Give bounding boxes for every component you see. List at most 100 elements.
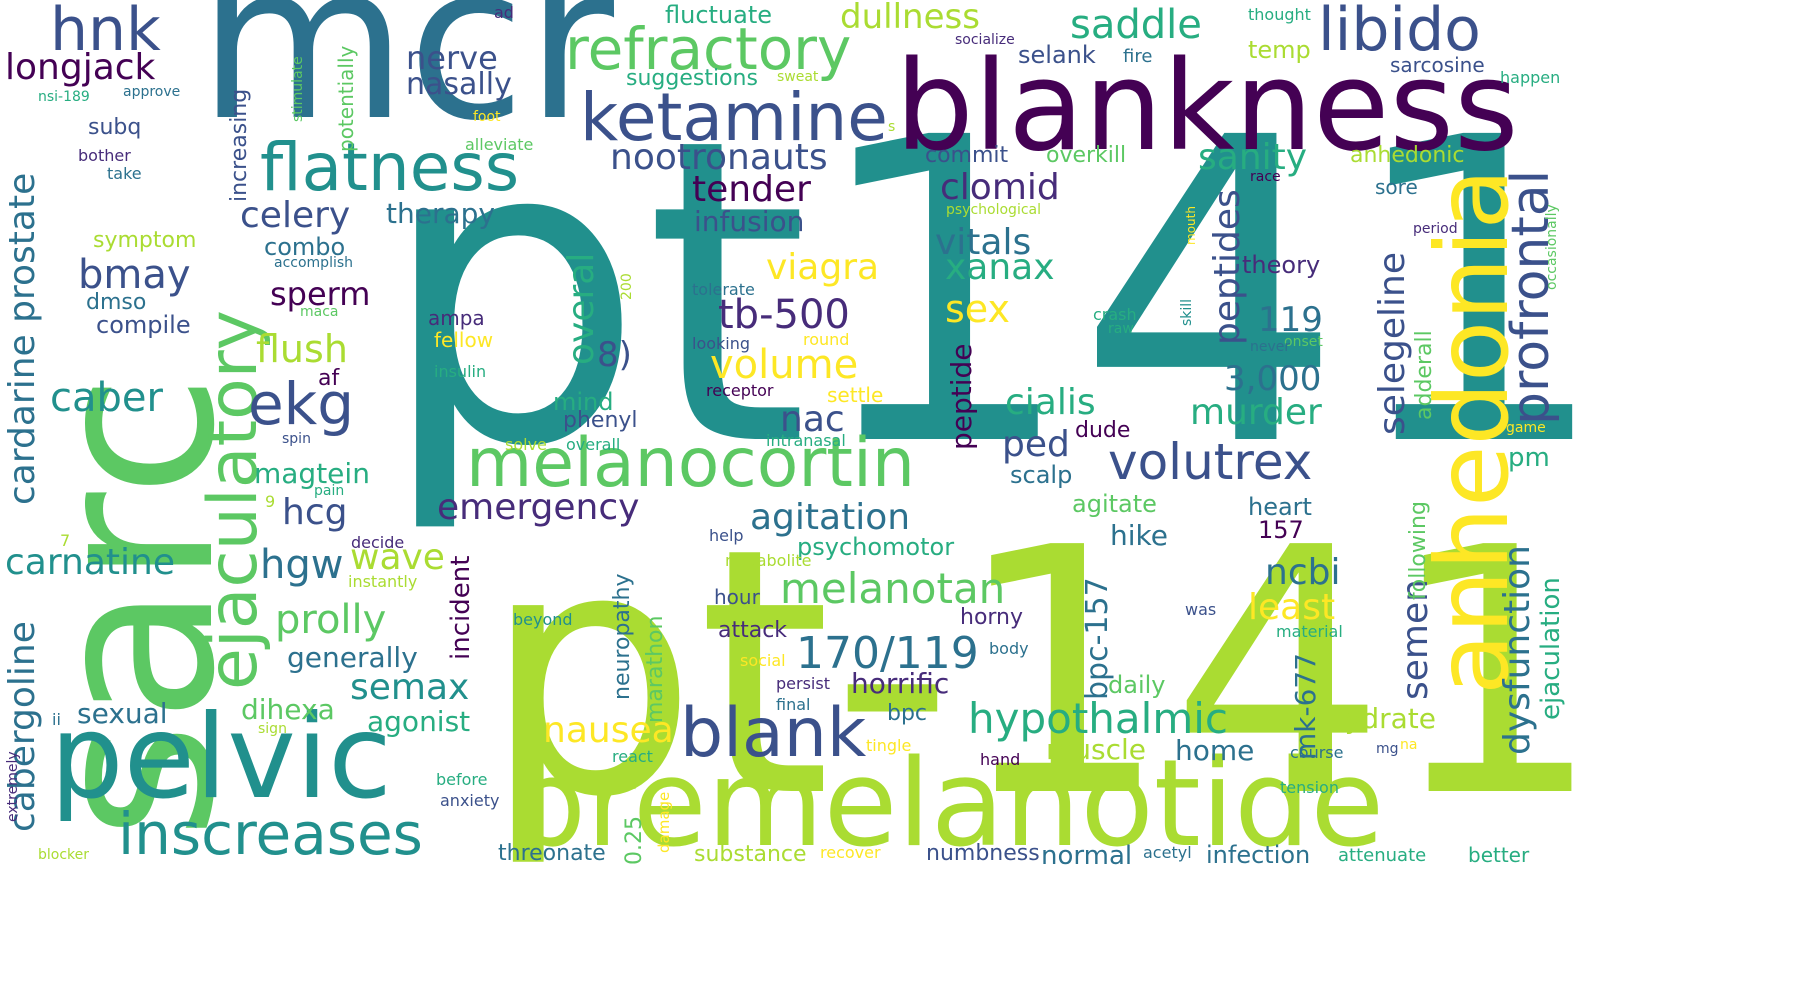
word-never: never <box>1250 339 1291 355</box>
word-approve: approve <box>123 84 181 100</box>
word-dullness: dullness <box>840 0 980 37</box>
word-s: s <box>888 119 896 135</box>
word-3000: 3,000 <box>1224 359 1322 399</box>
word-ejaculation: ejaculation <box>1536 577 1566 720</box>
word-incident: incident <box>446 555 476 660</box>
word-selank: selank <box>1018 41 1096 69</box>
word-sperm: sperm <box>270 275 371 313</box>
word-anhedonic: anhedonic <box>1350 143 1465 168</box>
word-na: na <box>1400 737 1418 753</box>
word-bother: bother <box>78 146 131 165</box>
word-react: react <box>612 747 653 766</box>
word-psychomotor: psychomotor <box>797 533 955 561</box>
word-raw: raw <box>1108 321 1134 337</box>
word-recover: recover <box>820 843 881 862</box>
word-decide: decide <box>351 533 405 552</box>
word-infusion: infusion <box>694 205 805 238</box>
word-insulin: insulin <box>434 362 487 381</box>
word-settle: settle <box>827 383 884 407</box>
word-persist: persist <box>776 674 830 693</box>
word-crash: crash <box>1093 305 1137 324</box>
word-following: following <box>1406 501 1431 600</box>
word-celery: celery <box>240 195 351 236</box>
word-symptom: symptom <box>93 228 197 253</box>
word-attenuate: attenuate <box>1338 845 1427 866</box>
word-mg: mg <box>1376 741 1399 757</box>
word-period: period <box>1413 221 1458 237</box>
word-blankness: blankness <box>895 35 1519 179</box>
word-murder: murder <box>1190 392 1322 433</box>
word-119: 119 <box>1258 300 1323 340</box>
word-race: race <box>1250 169 1281 185</box>
word-selegeline: selegeline <box>1372 251 1413 435</box>
word-inscreases: inscreases <box>118 800 423 868</box>
word-170-119: 170/119 <box>796 628 979 679</box>
word-peptide: peptide <box>945 343 978 450</box>
word-ii: ii <box>52 710 61 729</box>
word-bpc: bpc <box>887 701 928 726</box>
word-volutrex: volutrex <box>1108 433 1313 491</box>
word-melanocortin: melanocortin <box>466 424 915 503</box>
word-emergency: emergency <box>437 487 640 528</box>
word-neuropathy: neuropathy <box>610 573 635 700</box>
word-extremely: extremely <box>5 751 21 822</box>
word-ad: ad <box>494 3 514 22</box>
word-viagra: viagra <box>766 247 880 288</box>
word-sarcosine: sarcosine <box>1390 53 1485 77</box>
word-combo: combo <box>264 233 346 261</box>
word-material: material <box>1276 622 1343 641</box>
word-carnatine: carnatine <box>5 542 175 583</box>
word-bremelanotide: bremelanotide <box>510 735 1385 874</box>
word-body: body <box>989 639 1029 658</box>
word-substance: substance <box>694 842 807 867</box>
word-horrific: horrific <box>851 667 950 700</box>
word-refractory: refractory <box>565 15 852 83</box>
word-solve: solve <box>505 435 547 454</box>
word-take: take <box>107 164 142 183</box>
word-caber: caber <box>50 375 163 421</box>
word-nootronauts: nootronauts <box>610 137 828 178</box>
word-before: before <box>436 770 488 789</box>
word-ncbi: ncbi <box>1265 552 1341 593</box>
word-7: 7 <box>60 531 71 550</box>
word-mind: mind <box>553 388 614 416</box>
word-game: game <box>1506 420 1546 436</box>
word-damage: damage <box>655 791 673 853</box>
word-saddle: saddle <box>1070 2 1202 48</box>
word-onset: onset <box>1284 334 1323 350</box>
word-better: better <box>1468 843 1530 867</box>
word-clomid: clomid <box>940 167 1060 208</box>
word-least: least <box>1248 587 1336 628</box>
word-course: course <box>1290 743 1344 762</box>
word-horny: horny <box>960 605 1024 630</box>
word-prolly: prolly <box>275 597 387 643</box>
word-dude: dude <box>1075 418 1131 443</box>
word-adderall: adderall <box>1412 330 1437 420</box>
word-magtein: magtein <box>254 457 370 490</box>
word-sign: sign <box>258 721 287 737</box>
word-sex: sex <box>945 287 1010 331</box>
word-200: 200 <box>619 273 635 300</box>
word-af: af <box>318 366 340 391</box>
word-attack: attack <box>718 618 788 643</box>
word-happen: happen <box>1500 68 1561 87</box>
word-hike: hike <box>1110 519 1168 552</box>
word-final: final <box>776 695 811 714</box>
word-ekg: ekg <box>248 370 355 438</box>
word-muscle: muscle <box>1046 733 1147 766</box>
word-ped: ped <box>1002 424 1070 465</box>
word-blocker: blocker <box>38 847 90 863</box>
word-0-25: 0.25 <box>622 816 647 865</box>
word-normal: normal <box>1041 841 1133 871</box>
word-dmso: dmso <box>86 290 147 315</box>
word-help: help <box>709 526 744 545</box>
word-agitate: agitate <box>1072 490 1157 518</box>
word-round: round <box>803 330 850 349</box>
word-xanax: xanax <box>945 247 1055 288</box>
word-was: was <box>1185 600 1217 619</box>
word-flush: flush <box>256 327 348 371</box>
word-occasionally: occasionally <box>1544 204 1560 290</box>
word-hgw: hgw <box>260 542 344 588</box>
word-beyond: beyond <box>513 610 573 629</box>
